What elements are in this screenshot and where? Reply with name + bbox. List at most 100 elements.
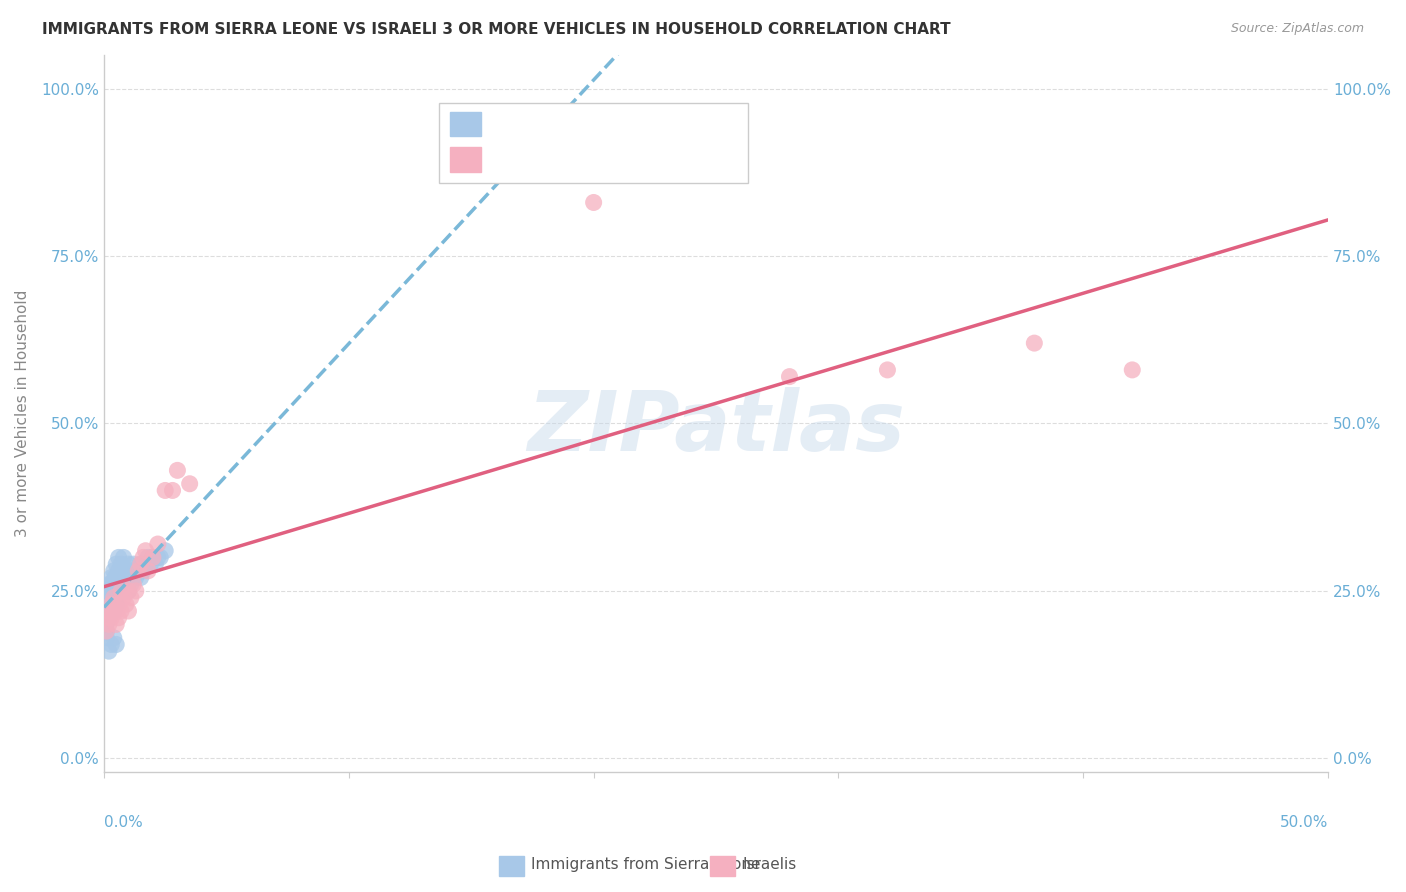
Point xyxy=(149,550,172,565)
Text: Immigrants from Sierra Leone: Immigrants from Sierra Leone xyxy=(531,857,761,871)
Point xyxy=(153,483,176,498)
Point xyxy=(125,564,148,578)
Text: ZIPatlas: ZIPatlas xyxy=(527,387,905,468)
Text: 50.0%: 50.0% xyxy=(1279,814,1329,830)
Point xyxy=(97,591,120,605)
Point xyxy=(111,564,134,578)
Point xyxy=(103,564,125,578)
Point xyxy=(96,583,118,598)
Point xyxy=(105,604,128,618)
Point xyxy=(117,583,139,598)
Point xyxy=(779,369,801,384)
Text: R = 0.205   N = 68: R = 0.205 N = 68 xyxy=(489,113,659,131)
Point xyxy=(103,577,125,591)
Point xyxy=(107,550,129,565)
Point xyxy=(96,631,118,645)
Point xyxy=(876,363,898,377)
Text: 0.0%: 0.0% xyxy=(104,814,143,830)
Point xyxy=(120,591,142,605)
Point xyxy=(103,604,125,618)
Point xyxy=(97,604,120,618)
Point xyxy=(103,631,125,645)
Point xyxy=(142,550,165,565)
Point xyxy=(166,463,188,477)
Point xyxy=(98,597,121,611)
Point xyxy=(142,550,165,565)
Point xyxy=(1024,336,1046,351)
Point xyxy=(104,570,127,584)
Point xyxy=(100,591,122,605)
Point xyxy=(107,610,129,624)
Point xyxy=(100,610,122,624)
Point xyxy=(108,570,131,584)
Point xyxy=(115,577,138,591)
Point xyxy=(146,537,169,551)
Point xyxy=(100,577,122,591)
Point xyxy=(107,597,129,611)
Point xyxy=(110,604,132,618)
Point xyxy=(98,583,121,598)
Point xyxy=(96,624,118,639)
Point xyxy=(105,583,128,598)
Point xyxy=(107,564,129,578)
Point xyxy=(97,617,120,632)
Text: R = 0.683   N = 36: R = 0.683 N = 36 xyxy=(489,149,659,167)
Text: Israelis: Israelis xyxy=(742,857,797,871)
Point xyxy=(122,557,145,571)
Point xyxy=(136,564,159,578)
Point xyxy=(110,570,132,584)
Point xyxy=(145,557,167,571)
Point xyxy=(100,638,122,652)
Point xyxy=(105,557,128,571)
Point xyxy=(115,583,138,598)
Point xyxy=(100,570,122,584)
Point xyxy=(96,597,118,611)
Point xyxy=(96,624,118,639)
Text: IMMIGRANTS FROM SIERRA LEONE VS ISRAELI 3 OR MORE VEHICLES IN HOUSEHOLD CORRELAT: IMMIGRANTS FROM SIERRA LEONE VS ISRAELI … xyxy=(42,22,950,37)
Point xyxy=(97,644,120,658)
Point xyxy=(101,583,124,598)
Point xyxy=(96,610,118,624)
Point xyxy=(125,570,148,584)
Point xyxy=(110,557,132,571)
Point xyxy=(107,577,129,591)
Point xyxy=(103,591,125,605)
Point xyxy=(132,564,155,578)
Point xyxy=(115,597,138,611)
Point xyxy=(117,557,139,571)
Point xyxy=(100,604,122,618)
Point xyxy=(132,550,155,565)
Point xyxy=(120,577,142,591)
Point xyxy=(112,564,135,578)
Point xyxy=(179,476,201,491)
Point xyxy=(105,597,128,611)
Point xyxy=(105,617,128,632)
Point xyxy=(97,604,120,618)
Point xyxy=(110,583,132,598)
Point xyxy=(97,577,120,591)
Point xyxy=(97,610,120,624)
Point xyxy=(96,610,118,624)
Point xyxy=(103,604,125,618)
Point xyxy=(125,583,148,598)
Point xyxy=(120,564,142,578)
Point xyxy=(96,591,118,605)
Point xyxy=(127,564,149,578)
Point xyxy=(129,557,152,571)
Point xyxy=(135,557,157,571)
Point xyxy=(135,543,157,558)
Point xyxy=(115,564,138,578)
Point xyxy=(122,570,145,584)
Text: Source: ZipAtlas.com: Source: ZipAtlas.com xyxy=(1230,22,1364,36)
Point xyxy=(162,483,184,498)
Point xyxy=(105,570,128,584)
Point xyxy=(139,557,162,571)
Point xyxy=(127,564,149,578)
Point xyxy=(100,597,122,611)
Point xyxy=(103,591,125,605)
Point xyxy=(129,557,152,571)
Point xyxy=(117,583,139,598)
Point xyxy=(94,604,117,618)
Point xyxy=(582,195,605,210)
Point xyxy=(117,604,139,618)
